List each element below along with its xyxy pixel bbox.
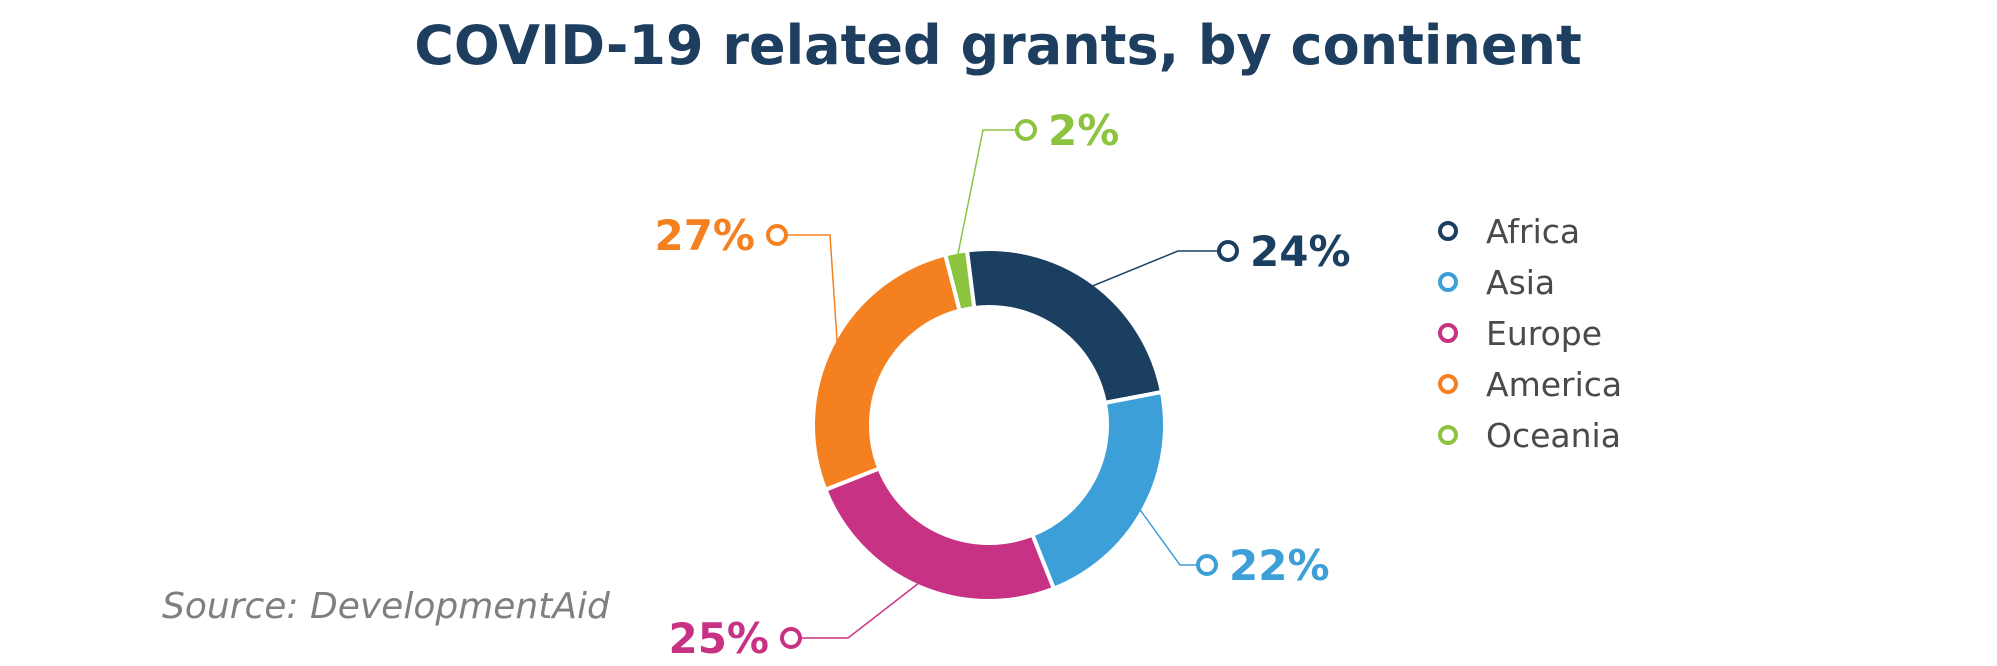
value-label-oceania: 2% xyxy=(1048,106,1119,155)
label-marker-america xyxy=(766,224,788,246)
leader-europe xyxy=(791,580,922,639)
label-marker-africa xyxy=(1217,240,1239,262)
leader-asia xyxy=(1137,506,1207,566)
slice-america xyxy=(811,252,963,493)
label-marker-asia xyxy=(1196,554,1218,576)
legend: Africa Asia Europe America Oceania xyxy=(1438,212,1622,455)
legend-marker-europe xyxy=(1438,323,1458,343)
legend-marker-africa xyxy=(1438,221,1458,241)
value-labels: 24% 22% 25% 27% 2% xyxy=(654,106,1350,663)
leader-america xyxy=(777,234,839,348)
legend-label-oceania: Oceania xyxy=(1486,416,1621,455)
slice-africa xyxy=(964,247,1165,406)
value-label-asia: 22% xyxy=(1229,541,1330,590)
value-label-africa: 24% xyxy=(1250,227,1351,276)
chart-title: COVID-19 related grants, by continent xyxy=(414,14,1582,77)
label-marker-europe xyxy=(780,627,802,649)
leader-oceania xyxy=(956,129,1026,259)
legend-label-america: America xyxy=(1486,365,1622,404)
legend-marker-america xyxy=(1438,374,1458,394)
slice-europe xyxy=(822,465,1057,603)
slice-oceania xyxy=(942,248,977,314)
legend-marker-oceania xyxy=(1438,425,1458,445)
slice-asia xyxy=(1029,389,1167,592)
legend-label-asia: Asia xyxy=(1486,263,1555,302)
legend-label-europe: Europe xyxy=(1486,314,1602,353)
leader-africa xyxy=(1088,250,1228,289)
legend-label-africa: Africa xyxy=(1486,212,1580,251)
donut-slices xyxy=(811,247,1167,603)
source-note: Source: DevelopmentAid xyxy=(162,586,611,627)
label-marker-oceania xyxy=(1015,119,1037,141)
value-label-europe: 25% xyxy=(668,614,769,663)
legend-marker-asia xyxy=(1438,272,1458,292)
value-label-america: 27% xyxy=(654,211,755,260)
